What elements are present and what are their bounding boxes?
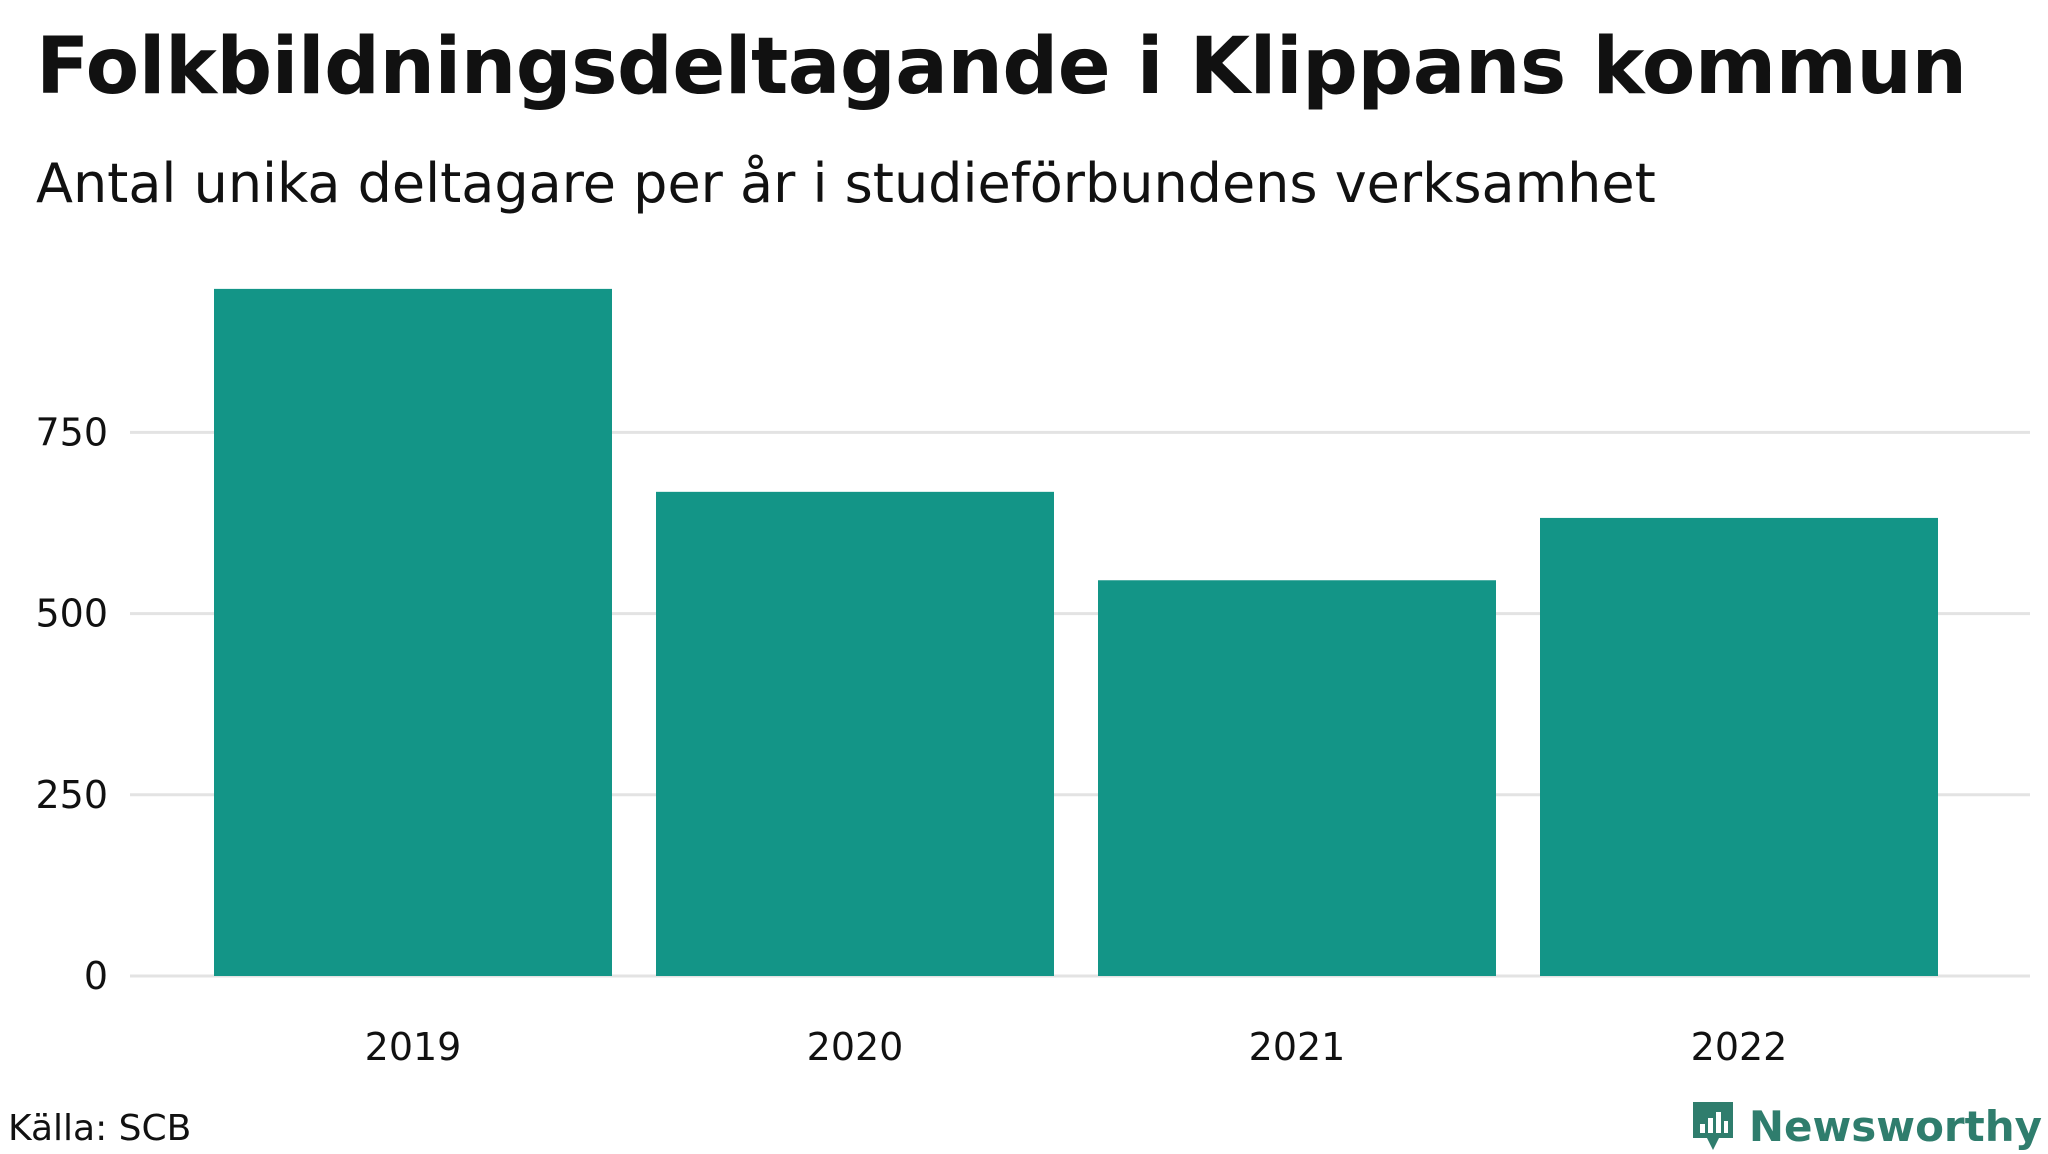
source-note: Källa: SCB	[8, 1108, 192, 1149]
y-tick-label: 0	[84, 954, 108, 998]
x-axis-ticks: 2019 2020 2021 2022	[365, 1025, 1788, 1069]
x-tick-label: 2020	[807, 1025, 904, 1069]
bar-2019	[214, 288, 612, 976]
y-tick-label: 500	[35, 592, 108, 636]
bar-2022	[1540, 517, 1938, 976]
chart-subtitle: Antal unika deltagare per år i studieför…	[36, 152, 1656, 215]
brand-name: Newsworthy	[1748, 1101, 2042, 1151]
bars	[214, 288, 1938, 976]
y-tick-label: 250	[35, 773, 108, 817]
newsworthy-logo-icon	[1692, 1102, 1733, 1150]
y-axis-ticks: 0 250 500 750	[35, 410, 108, 998]
y-tick-label: 750	[35, 410, 108, 454]
bar-2020	[656, 491, 1054, 976]
chart-title: Folkbildningsdeltagande i Klippans kommu…	[36, 22, 1967, 112]
brand-logo: Newsworthy	[1689, 1098, 2042, 1154]
x-tick-label: 2021	[1249, 1025, 1346, 1069]
x-tick-label: 2022	[1691, 1025, 1788, 1069]
bar-2021	[1098, 580, 1496, 976]
x-tick-label: 2019	[365, 1025, 462, 1069]
